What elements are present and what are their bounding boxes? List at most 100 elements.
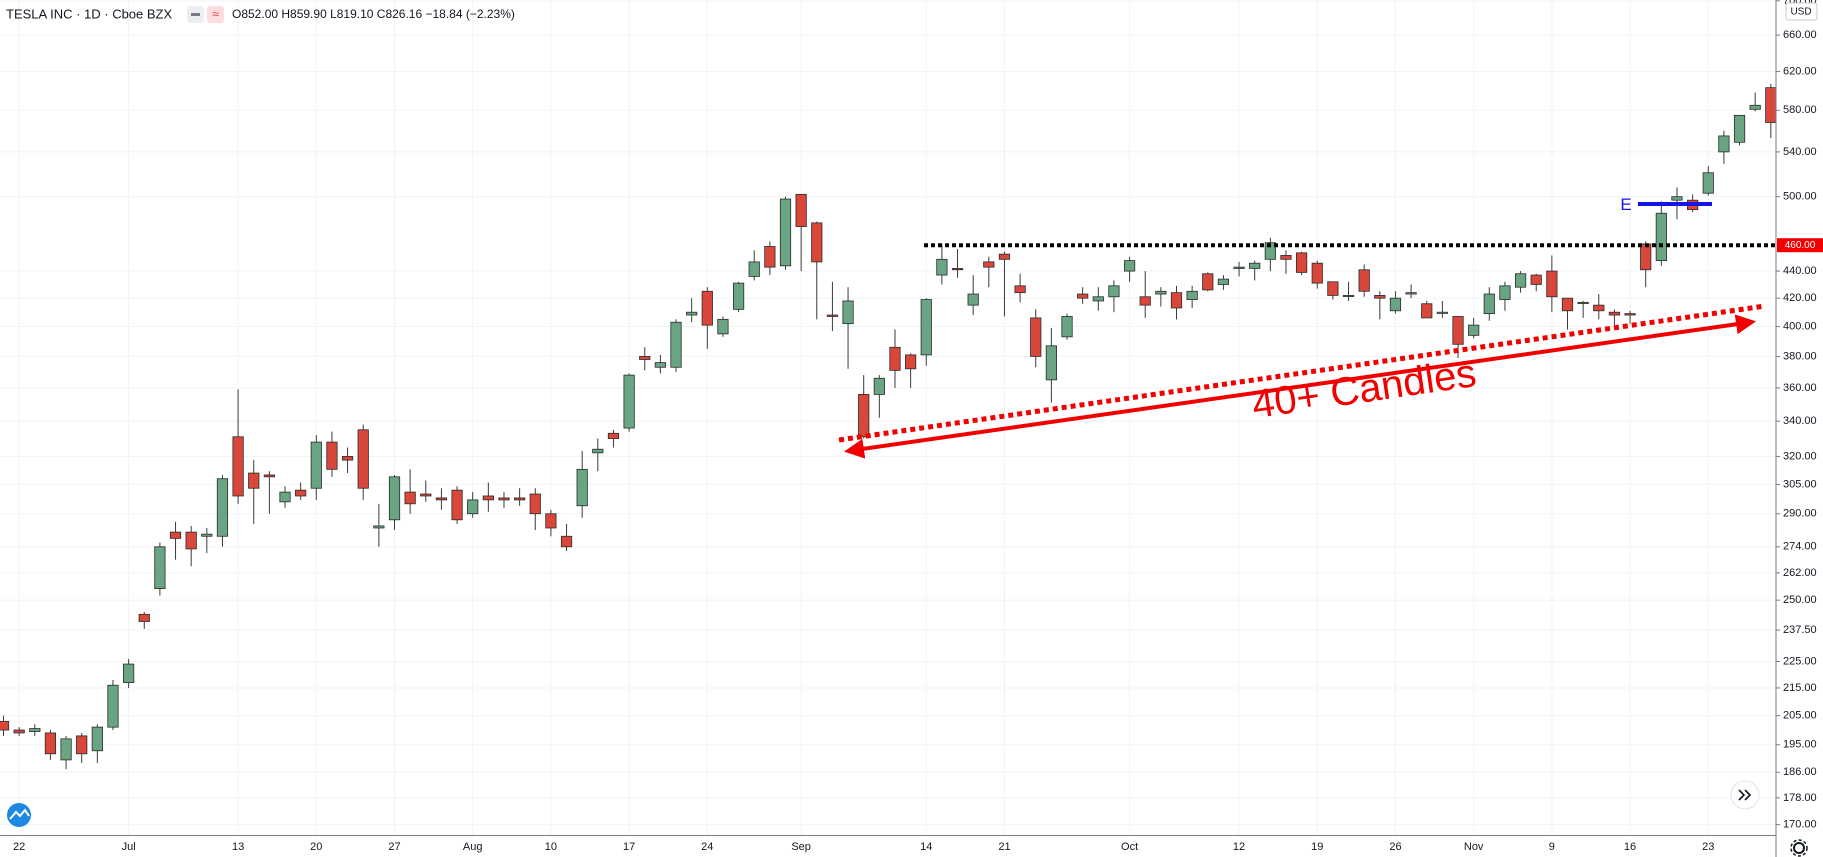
candle-body (1405, 292, 1417, 295)
candle-body (169, 531, 182, 539)
logo[interactable] (7, 803, 31, 827)
candle-body (1749, 104, 1761, 110)
candle-body (1499, 285, 1511, 300)
candle-body (279, 491, 291, 503)
y-tick-label: 250.00 (1783, 594, 1817, 606)
candle-body (91, 726, 103, 752)
candle-body (1108, 285, 1120, 298)
candle-body (1217, 278, 1230, 285)
candle-body (1296, 252, 1308, 273)
candle-body (451, 489, 463, 521)
candle-body (1202, 273, 1214, 291)
x-tick-label: 24 (701, 841, 713, 853)
candle-body (1030, 317, 1042, 357)
candle-body (60, 738, 72, 761)
candle-body (717, 318, 729, 335)
level-tag (1777, 238, 1823, 253)
x-tick-label: Jul (122, 841, 136, 853)
candle-body (263, 474, 275, 478)
y-tick-label: 237.50 (1783, 624, 1817, 636)
candle-body (1061, 316, 1073, 338)
candle-body (811, 222, 823, 263)
scroll-button[interactable] (1730, 780, 1760, 810)
candle-body (529, 493, 541, 515)
y-tick-label: 215.00 (1783, 682, 1817, 694)
symbol: TESLA INC · 1D · Cboe BZX (6, 6, 172, 21)
x-tick-label: 12 (1233, 841, 1245, 853)
candle-body (1733, 114, 1746, 143)
x-tick-label: Nov (1464, 841, 1484, 853)
candle-body (185, 531, 197, 550)
candle-body (654, 362, 666, 368)
candle-body (420, 493, 432, 497)
y-tick-label: 580.00 (1783, 104, 1817, 116)
candle-body (1671, 196, 1683, 201)
candle-body (248, 472, 260, 489)
x-tick-label: 17 (623, 841, 635, 853)
candle-body (701, 290, 713, 326)
candle-body (1358, 269, 1370, 292)
candle-body (1139, 296, 1151, 306)
candle-body (607, 432, 620, 439)
candle-body (1514, 273, 1527, 288)
x-tick-label: 10 (545, 841, 557, 853)
candle-body (1546, 270, 1558, 298)
y-tick-label: 540.00 (1783, 146, 1817, 158)
y-tick-label: 440.00 (1783, 265, 1817, 277)
candle-body (1577, 301, 1589, 304)
settings[interactable] (1790, 839, 1808, 857)
candle-body (341, 456, 354, 461)
candle-body (795, 193, 807, 227)
y-tick-label: 290.00 (1783, 508, 1817, 520)
candle-body (44, 732, 57, 755)
currency-box (1785, 2, 1818, 21)
candle-body (467, 499, 479, 515)
candle-body (1468, 324, 1480, 336)
candle-body (936, 258, 948, 276)
pill[interactable] (207, 6, 224, 23)
entry-label: E (1620, 195, 1631, 214)
candle-body (1624, 313, 1636, 316)
y-tick-label: 186.00 (1783, 766, 1817, 778)
candle-body (842, 300, 854, 325)
y-tick-label: 340.00 (1783, 415, 1817, 427)
candle-body (107, 684, 119, 728)
candle-body (732, 282, 745, 310)
candle-body (592, 448, 604, 454)
y-tick-label: 380.00 (1783, 350, 1817, 362)
candle-body (1640, 243, 1652, 271)
candle-body (1702, 172, 1714, 194)
candle-body (357, 429, 369, 489)
candle-body (639, 356, 651, 360)
candle-body (0, 720, 10, 731)
y-tick-label: 660.00 (1783, 29, 1817, 41)
candle-body (435, 497, 448, 501)
candle-body (545, 513, 557, 529)
level-label: 460.00 (1785, 240, 1816, 251)
candle-body (154, 546, 166, 590)
candle-body (1186, 290, 1198, 300)
candle-body (1233, 266, 1245, 269)
x-tick-label: 26 (1389, 841, 1401, 853)
x-tick-label: Sep (791, 841, 811, 853)
x-tick-label: 21 (998, 841, 1010, 853)
candle-body (1280, 255, 1292, 260)
candle-body (1264, 242, 1276, 260)
x-tick-label: 9 (1549, 841, 1555, 853)
candle-body (686, 311, 698, 316)
y-tick-label: 305.00 (1783, 478, 1817, 490)
candle-body (373, 525, 385, 529)
candle-body (1014, 285, 1026, 294)
candle-body (983, 261, 995, 268)
y-tick-label: 170.00 (1783, 819, 1817, 831)
grid (0, 0, 1776, 835)
candle-body (905, 354, 917, 370)
y-tick-label: 360.00 (1783, 382, 1817, 394)
candle-body (1170, 292, 1183, 309)
candle-body (310, 441, 322, 489)
candle-body (123, 663, 135, 683)
x-tick-label: 27 (388, 841, 400, 853)
candle-body (1765, 87, 1777, 123)
